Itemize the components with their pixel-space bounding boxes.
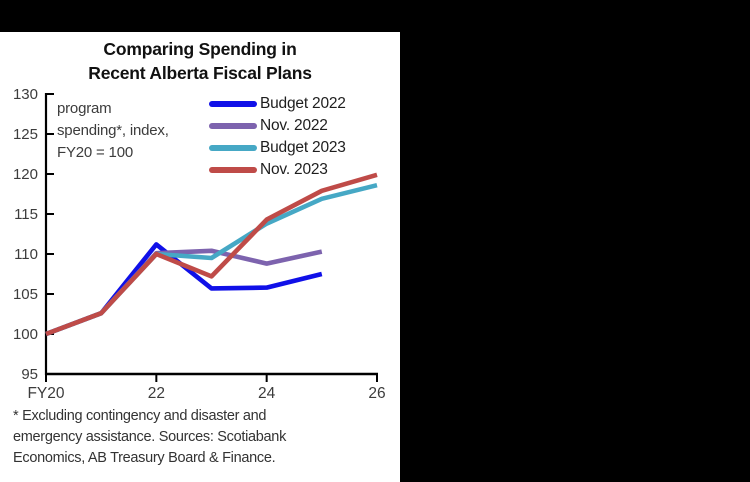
legend-row: Nov. 2023 xyxy=(209,159,346,181)
series-line-nov-2023 xyxy=(45,172,378,337)
legend-label: Nov. 2022 xyxy=(260,117,328,134)
y-axis-tick-label: 100 xyxy=(13,326,38,343)
legend-row: Budget 2022 xyxy=(209,93,346,115)
legend-row: Budget 2023 xyxy=(209,137,346,159)
y-axis-annotation-line2: spending*, index, xyxy=(57,122,169,139)
y-axis-tick-label: 125 xyxy=(13,126,38,143)
chart-title-line2: Recent Alberta Fiscal Plans xyxy=(88,63,312,83)
footnote-line1: * Excluding contingency and disaster and xyxy=(13,408,267,424)
footnote-line3: Economics, AB Treasury Board & Finance. xyxy=(13,450,276,466)
chart-legend: Budget 2022 Nov. 2022 Budget 2023 Nov. 2023 xyxy=(209,93,346,181)
legend-swatch-icon xyxy=(209,123,257,129)
chart-panel: Comparing Spending in Recent Alberta Fis… xyxy=(0,32,400,482)
y-axis-annotation: program spending*, index, FY20 = 100 xyxy=(57,98,169,164)
legend-swatch-icon xyxy=(209,145,257,151)
legend-swatch-icon xyxy=(209,167,257,173)
y-axis-tick-label: 130 xyxy=(13,86,38,103)
legend-swatch-icon xyxy=(209,101,257,107)
x-axis-tick-label: FY20 xyxy=(27,385,64,402)
y-axis-tick-label: 120 xyxy=(13,166,38,183)
y-axis-tick-label: 110 xyxy=(14,246,38,263)
x-axis-tick-label: 24 xyxy=(258,385,276,402)
chart-title: Comparing Spending in Recent Alberta Fis… xyxy=(0,37,400,85)
legend-label: Budget 2022 xyxy=(260,95,346,112)
y-axis-tick-label: 115 xyxy=(14,206,38,223)
y-axis-tick-label: 95 xyxy=(21,366,38,383)
line-chart-plot: 95 100 105 110 115 120 125 130 FY20 22 24 26 xyxy=(13,86,386,402)
chart-footnote: * Excluding contingency and disaster and… xyxy=(13,406,391,469)
series-line-budget-2023 xyxy=(45,182,378,337)
legend-row: Nov. 2022 xyxy=(209,115,346,137)
footnote-line2: emergency assistance. Sources: Scotiaban… xyxy=(13,429,287,445)
y-axis-annotation-line3: FY20 = 100 xyxy=(57,144,133,161)
legend-label: Budget 2023 xyxy=(260,139,346,156)
x-axis-tick-label: 22 xyxy=(148,385,165,402)
x-axis-tick-label: 26 xyxy=(368,385,385,402)
y-axis-annotation-line1: program xyxy=(57,100,112,117)
y-axis-tick-label: 105 xyxy=(13,286,38,303)
legend-label: Nov. 2023 xyxy=(260,161,328,178)
chart-title-line1: Comparing Spending in xyxy=(103,39,297,59)
